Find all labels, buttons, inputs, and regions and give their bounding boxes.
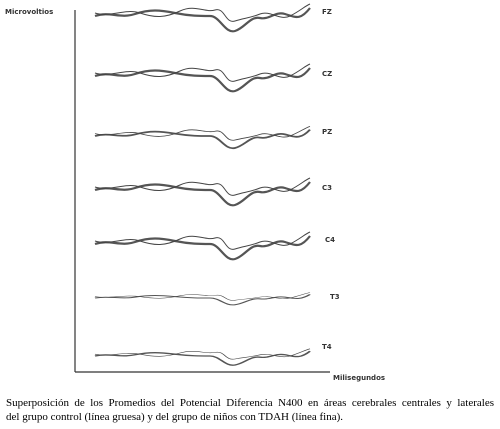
waveform-t4	[93, 348, 312, 367]
x-axis-label: Milisegundos	[333, 374, 385, 382]
waveform-c4	[93, 231, 312, 261]
channel-label: PZ	[322, 128, 332, 136]
waveform-t3	[93, 292, 312, 307]
channel-label: C3	[322, 184, 332, 192]
y-axis-label: Microvoltios	[5, 8, 53, 16]
channel-label: CZ	[322, 70, 332, 78]
channel-label: T4	[322, 343, 332, 351]
figure: Microvoltios Milisegundos FZ CZ PZ C3 C4…	[5, 3, 385, 382]
channel-label: T3	[330, 293, 340, 301]
waveform-fz	[93, 3, 312, 33]
channel-label: C4	[325, 236, 335, 244]
channel-label: FZ	[322, 8, 332, 16]
waveform-pz	[93, 125, 312, 150]
caption-line: del grupo control (línea gruesa) y del g…	[6, 411, 344, 423]
waveform-c3	[93, 177, 312, 207]
waveform-cz	[93, 63, 312, 93]
caption-line: Superposición de los Promedios del Poten…	[6, 397, 494, 409]
